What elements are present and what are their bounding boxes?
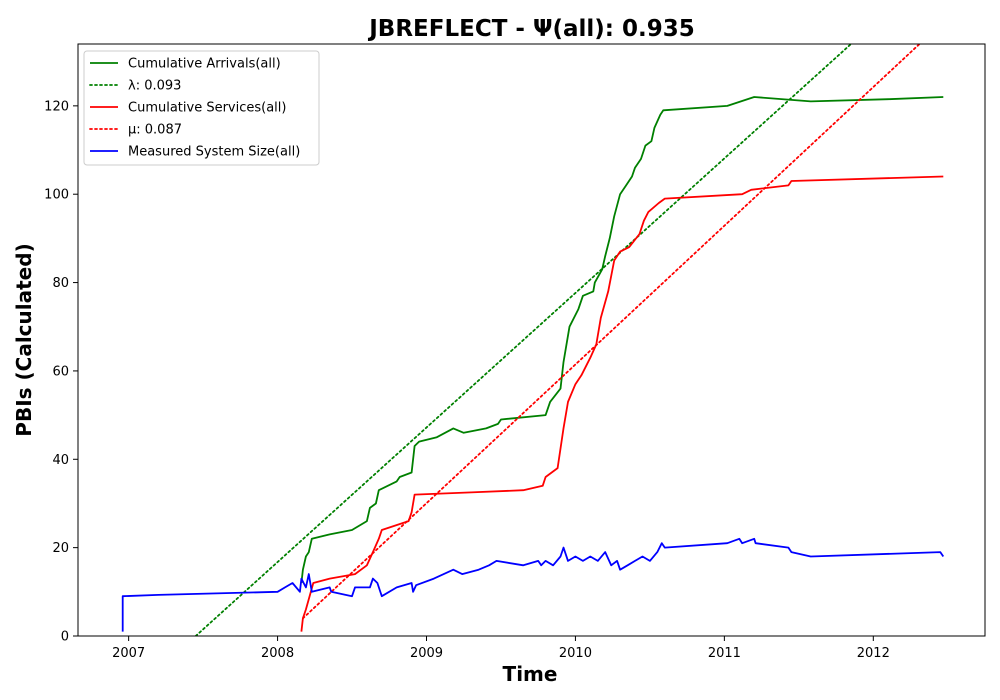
x-tick-label: 2012 <box>857 646 890 661</box>
plot-area <box>121 44 945 636</box>
series-line-4 <box>302 44 921 620</box>
y-tick-label: 120 <box>44 99 69 114</box>
legend: Cumulative Arrivals(all) λ: 0.093 Cumulati… <box>83 50 320 166</box>
series-line-3 <box>300 175 944 632</box>
x-tick-label: 2008 <box>261 646 294 661</box>
chart-title: JBREFLECT - Ψ(all): 0.935 <box>367 16 695 42</box>
y-tick-label: 40 <box>52 453 69 468</box>
y-axis-label: PBIs (Calculated) <box>12 243 36 436</box>
legend-box <box>83 50 320 166</box>
x-tick-label: 2007 <box>112 646 145 661</box>
series-line-1 <box>300 96 944 584</box>
y-tick-label: 80 <box>52 276 69 291</box>
x-tick-label: 2010 <box>559 646 592 661</box>
x-tick-label: 2011 <box>708 646 741 661</box>
y-tick-label: 100 <box>44 188 69 203</box>
plot-frame <box>77 43 986 637</box>
series-line-5 <box>121 537 945 632</box>
x-tick-label: 2009 <box>410 646 443 661</box>
y-axis: 0 20 40 60 80 100 120 <box>44 99 78 645</box>
y-tick-label: 0 <box>61 630 69 645</box>
legend-label: Measured System Size(all) <box>128 145 300 160</box>
legend-label: Cumulative Arrivals(all) <box>128 57 281 72</box>
legend-label: λ: 0.093 <box>128 79 181 94</box>
y-tick-label: 60 <box>52 364 69 379</box>
legend-label: Cumulative Services(all) <box>128 101 286 116</box>
x-axis: 2007 2008 2009 2010 2011 2012 <box>112 636 890 661</box>
series-line-2 <box>194 44 852 636</box>
legend-label: μ: 0.087 <box>128 123 182 138</box>
x-axis-label: Time <box>503 662 558 686</box>
y-tick-label: 20 <box>52 541 69 556</box>
